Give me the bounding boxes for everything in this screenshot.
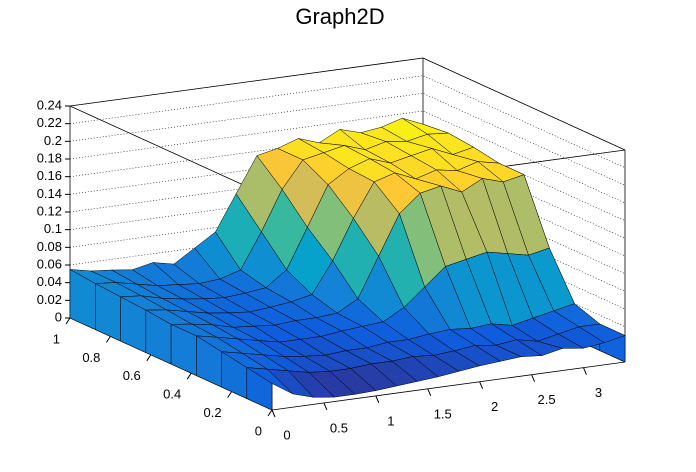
x-tick-label: 0 bbox=[283, 427, 290, 442]
z-tick-label: 0.12 bbox=[37, 203, 62, 218]
chart-title: Graph2D bbox=[295, 4, 384, 29]
x-tick-label: 2.5 bbox=[538, 392, 556, 407]
z-tick-label: 0.14 bbox=[37, 186, 62, 201]
x-tick bbox=[427, 388, 432, 397]
z-tick-label: 0.04 bbox=[37, 274, 62, 289]
y-tick bbox=[65, 317, 71, 325]
z-tick-label: 0.22 bbox=[37, 115, 62, 130]
z-tick-label: 0.2 bbox=[44, 133, 62, 148]
z-tick-label: 0.06 bbox=[37, 256, 62, 271]
y-tick-label: 0.6 bbox=[123, 368, 141, 383]
z-tick-label: 0 bbox=[55, 309, 62, 324]
z-tick-label: 0.16 bbox=[37, 168, 62, 183]
grid-line bbox=[69, 110, 626, 204]
y-tick bbox=[267, 409, 273, 417]
z-tick-label: 0.1 bbox=[44, 221, 62, 236]
y-tick bbox=[146, 354, 152, 362]
x-tick bbox=[375, 395, 380, 404]
z-tick-label: 0.08 bbox=[37, 239, 62, 254]
y-tick bbox=[105, 336, 111, 343]
grid-line bbox=[69, 181, 626, 274]
x-tick bbox=[531, 374, 536, 382]
x-tick-label: 0.5 bbox=[330, 420, 348, 435]
y-tick bbox=[227, 391, 233, 398]
x-tick-label: 1.5 bbox=[434, 406, 452, 421]
frame-line bbox=[69, 105, 273, 199]
grid-line bbox=[69, 163, 626, 257]
grid-line bbox=[69, 145, 626, 239]
y-tick bbox=[186, 372, 192, 380]
grid-line bbox=[69, 75, 626, 168]
grid-line bbox=[69, 198, 626, 292]
frame-line bbox=[69, 57, 424, 107]
y-tick-label: 0.8 bbox=[82, 350, 100, 365]
grid-line bbox=[69, 128, 626, 221]
x-tick bbox=[323, 402, 328, 411]
x-tick-label: 2 bbox=[491, 399, 498, 414]
z-tick-label: 0.18 bbox=[37, 150, 62, 165]
x-tick bbox=[271, 409, 276, 418]
grid-line bbox=[69, 92, 626, 186]
y-tick-label: 1 bbox=[53, 331, 60, 346]
x-tick-label: 1 bbox=[387, 413, 394, 428]
x-tick bbox=[479, 381, 484, 389]
side-wall bbox=[69, 268, 96, 330]
x-tick bbox=[583, 367, 587, 375]
z-tick-label: 0.02 bbox=[37, 292, 62, 307]
z-tick-label: 0.24 bbox=[37, 97, 62, 112]
y-tick-label: 0.4 bbox=[163, 387, 181, 402]
frame-line bbox=[422, 57, 626, 151]
y-tick-label: 0 bbox=[255, 423, 262, 438]
y-tick-label: 0.2 bbox=[204, 405, 222, 420]
x-tick-label: 3 bbox=[595, 385, 602, 400]
frame-line bbox=[271, 361, 626, 411]
